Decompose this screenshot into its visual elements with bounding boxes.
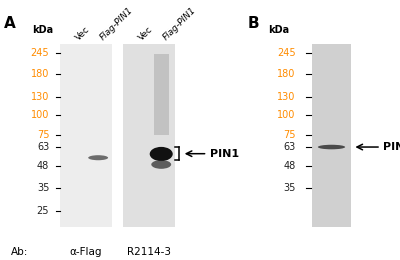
Text: kDa: kDa: [32, 25, 54, 35]
Text: Vec: Vec: [137, 25, 155, 42]
Text: 48: 48: [37, 161, 49, 171]
Text: Flag-PIN1: Flag-PIN1: [98, 6, 135, 42]
Bar: [312, 44, 351, 227]
Ellipse shape: [318, 145, 345, 149]
Text: 48: 48: [283, 161, 296, 171]
Text: 25: 25: [37, 206, 49, 216]
Text: 100: 100: [277, 110, 296, 120]
Text: B: B: [248, 16, 259, 31]
Text: 75: 75: [283, 130, 296, 140]
Text: PIN1: PIN1: [382, 142, 400, 152]
Text: Flag-PIN1: Flag-PIN1: [161, 6, 198, 42]
Text: R2114-3: R2114-3: [127, 247, 171, 257]
Text: 63: 63: [283, 142, 296, 152]
Bar: [154, 54, 168, 135]
Text: 180: 180: [277, 69, 296, 79]
Text: α-Flag: α-Flag: [70, 247, 102, 257]
Ellipse shape: [150, 147, 173, 161]
Text: 35: 35: [283, 183, 296, 193]
Text: kDa: kDa: [268, 25, 290, 35]
Text: 130: 130: [277, 92, 296, 102]
Text: 130: 130: [31, 92, 49, 102]
Text: 100: 100: [31, 110, 49, 120]
Ellipse shape: [151, 160, 171, 169]
Text: A: A: [4, 16, 16, 31]
Text: 245: 245: [277, 48, 296, 58]
Text: 63: 63: [37, 142, 49, 152]
Text: Vec: Vec: [74, 25, 92, 42]
Text: 245: 245: [30, 48, 49, 58]
Bar: [60, 44, 112, 227]
Text: PIN1: PIN1: [210, 149, 239, 159]
Text: Ab:: Ab:: [11, 247, 28, 257]
Text: 35: 35: [37, 183, 49, 193]
Text: 75: 75: [37, 130, 49, 140]
Ellipse shape: [88, 155, 108, 160]
Bar: [123, 44, 175, 227]
Text: 180: 180: [31, 69, 49, 79]
